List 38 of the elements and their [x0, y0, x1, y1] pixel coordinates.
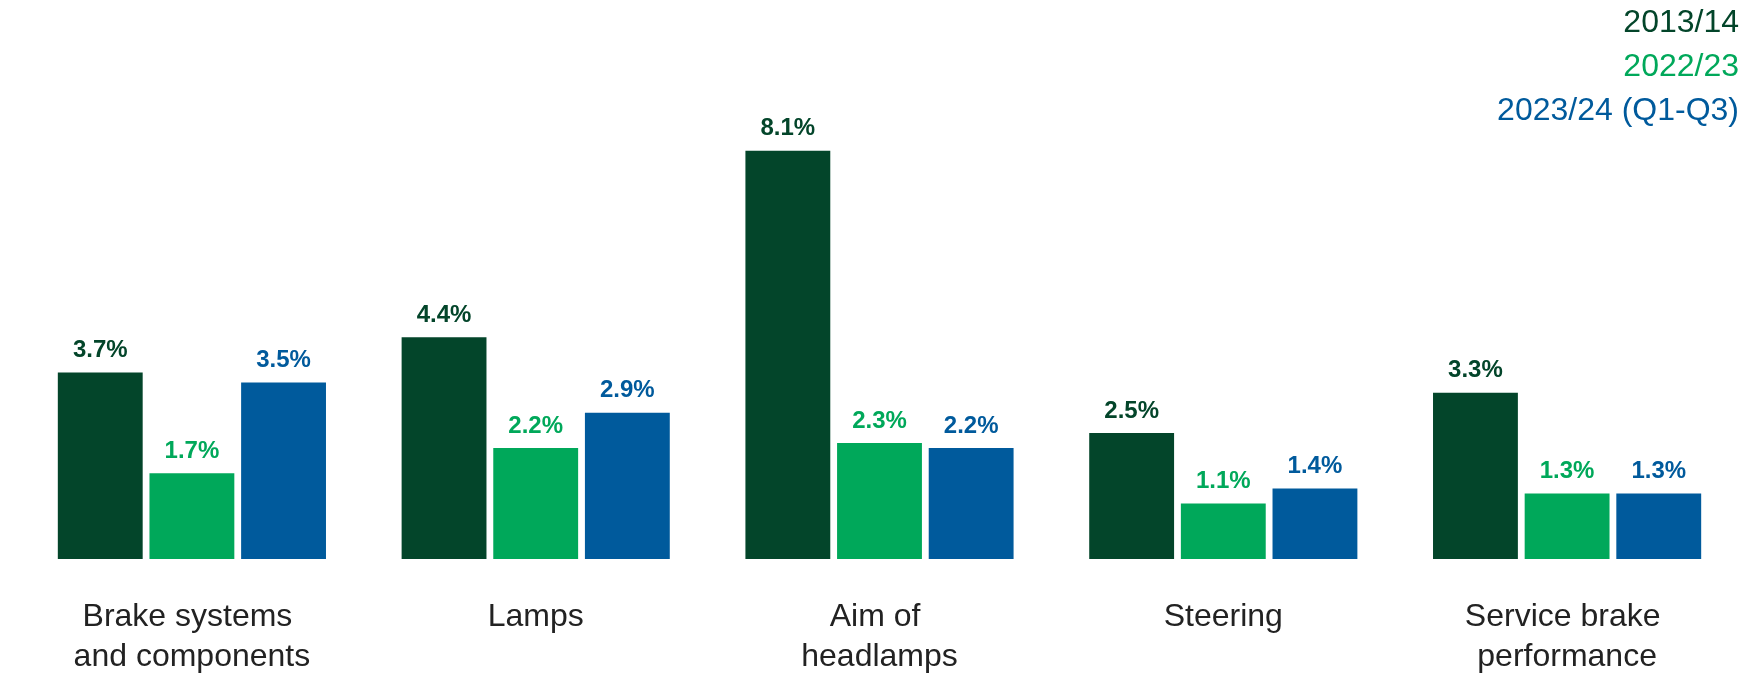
- bar: [57, 372, 143, 559]
- data-label: 2.9%: [600, 375, 655, 403]
- data-label: 1.4%: [1287, 450, 1343, 478]
- data-label: 2.2%: [943, 410, 999, 438]
- bar: [1272, 488, 1358, 559]
- x-tick-label: Aim of headlamps: [801, 597, 958, 673]
- bar: [401, 337, 487, 559]
- bar: [1089, 433, 1175, 559]
- data-label: 1.7%: [164, 435, 220, 463]
- data-label: 8.1%: [760, 113, 816, 141]
- bar: [1433, 392, 1518, 559]
- text: 2022/23: [1623, 47, 1739, 83]
- text: 2013/14: [1623, 3, 1739, 39]
- data-label: 1.3%: [1631, 455, 1687, 483]
- bar: [493, 448, 579, 559]
- bar: [241, 382, 326, 559]
- x-tick-label: Steering: [1163, 597, 1283, 633]
- data-label: 1.1%: [1195, 466, 1251, 494]
- bar: [837, 443, 922, 559]
- data-label: 3.3%: [1448, 355, 1503, 383]
- bar: [149, 473, 235, 559]
- text: 2023/24 (Q1-Q3): [1497, 91, 1739, 127]
- data-label: 3.5%: [256, 345, 311, 373]
- x-tick-label: Brake systems and components: [73, 597, 311, 673]
- bar: [1616, 493, 1702, 559]
- data-label: 2.5%: [1104, 395, 1159, 423]
- data-label: 2.3%: [852, 405, 907, 433]
- bar: [928, 448, 1014, 559]
- bar: [1524, 493, 1610, 559]
- bar: [1180, 503, 1266, 559]
- data-label: 3.7%: [72, 335, 128, 363]
- data-label: 1.3%: [1539, 455, 1595, 483]
- bar: [745, 150, 831, 559]
- data-label: 2.2%: [508, 410, 564, 438]
- data-label: 4.4%: [416, 299, 472, 327]
- x-tick-label: Lamps: [487, 597, 584, 633]
- x-tick-label: Service brake performance: [1464, 597, 1670, 673]
- bar: [584, 412, 670, 559]
